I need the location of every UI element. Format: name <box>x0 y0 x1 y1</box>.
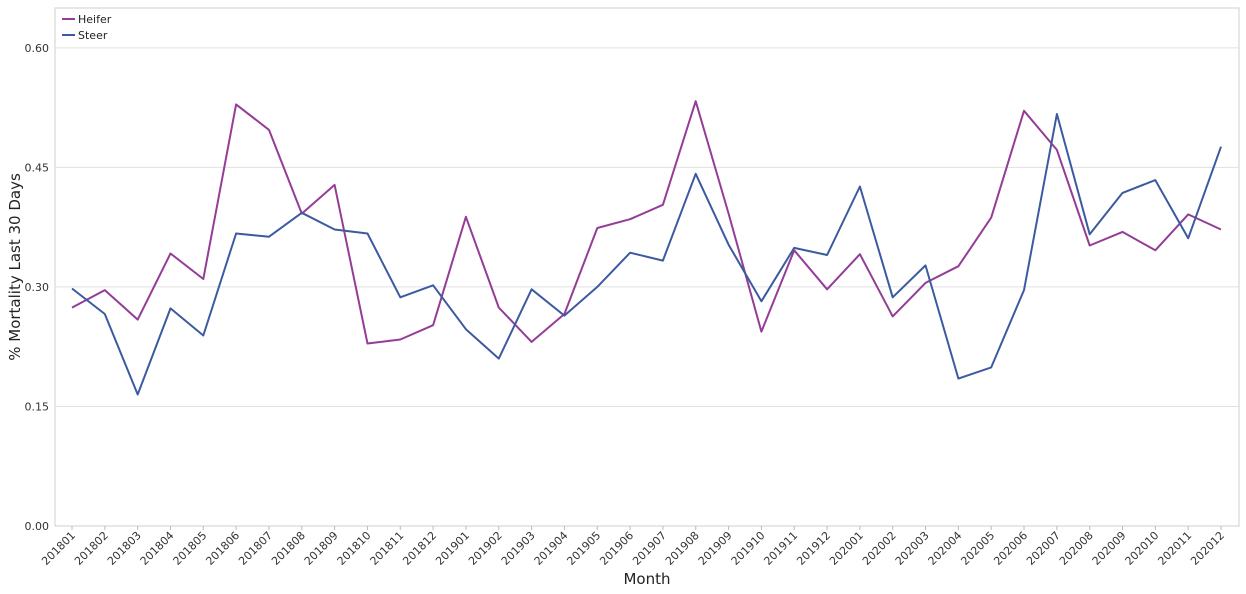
y-tick-label: 0.45 <box>25 161 50 174</box>
x-tick-label: 201902 <box>466 529 505 568</box>
x-tick-label: 202001 <box>827 529 866 568</box>
y-tick-labels: 0.00 0.15 0.30 0.45 0.60 <box>25 42 50 533</box>
y-tick-label: 0.30 <box>25 281 50 294</box>
x-tick-label: 201905 <box>564 529 603 568</box>
x-tick-labels: 2018012018022018032018042018052018062018… <box>39 526 1227 568</box>
legend-label-steer: Steer <box>78 29 108 42</box>
x-tick-label: 202003 <box>893 529 932 568</box>
x-tick-label: 202010 <box>1123 529 1162 568</box>
x-tick-label: 202004 <box>926 529 965 568</box>
x-axis-title: Month <box>623 570 670 588</box>
x-tick-label: 201802 <box>72 529 111 568</box>
x-tick-label: 202011 <box>1155 529 1194 568</box>
x-tick-label: 201805 <box>171 529 210 568</box>
x-tick-label: 202009 <box>1090 529 1129 568</box>
legend: Heifer Steer <box>62 13 112 42</box>
x-tick-label: 201808 <box>269 529 308 568</box>
plot-frame <box>54 7 1240 527</box>
x-tick-label: 201803 <box>105 529 144 568</box>
y-axis-title: % Mortality Last 30 Days <box>6 173 24 361</box>
x-tick-label: 201909 <box>696 529 735 568</box>
x-tick-label: 202012 <box>1188 529 1227 568</box>
y-tick-label: 0.00 <box>25 520 50 533</box>
x-tick-label: 201806 <box>203 529 242 568</box>
x-tick-label: 202002 <box>860 529 899 568</box>
y-tick-label: 0.60 <box>25 42 50 55</box>
series-line-steer <box>71 113 1222 396</box>
x-tick-label: 201911 <box>761 529 800 568</box>
legend-label-heifer: Heifer <box>78 13 112 26</box>
x-tick-label: 201811 <box>368 529 407 568</box>
x-tick-label: 201809 <box>302 529 341 568</box>
x-tick-label: 201903 <box>499 529 538 568</box>
x-tick-label: 201812 <box>400 529 439 568</box>
x-tick-label: 201801 <box>39 529 78 568</box>
x-tick-label: 201910 <box>729 529 768 568</box>
x-tick-label: 201904 <box>532 529 571 568</box>
x-tick-label: 201807 <box>236 529 275 568</box>
gridlines <box>55 47 1239 407</box>
x-tick-label: 201901 <box>433 529 472 568</box>
x-tick-label: 202007 <box>1024 529 1063 568</box>
x-tick-label: 202008 <box>1057 529 1096 568</box>
x-tick-label: 201907 <box>630 529 669 568</box>
x-tick-label: 201906 <box>597 529 636 568</box>
x-tick-label: 201804 <box>138 529 177 568</box>
y-tick-label: 0.15 <box>25 400 50 413</box>
x-tick-label: 201810 <box>335 529 374 568</box>
series-line-heifer <box>71 100 1222 345</box>
x-tick-label: 202006 <box>991 529 1030 568</box>
x-tick-label: 201912 <box>794 529 833 568</box>
x-tick-label: 202005 <box>958 529 997 568</box>
x-tick-label: 201908 <box>663 529 702 568</box>
series-lines <box>71 100 1222 396</box>
